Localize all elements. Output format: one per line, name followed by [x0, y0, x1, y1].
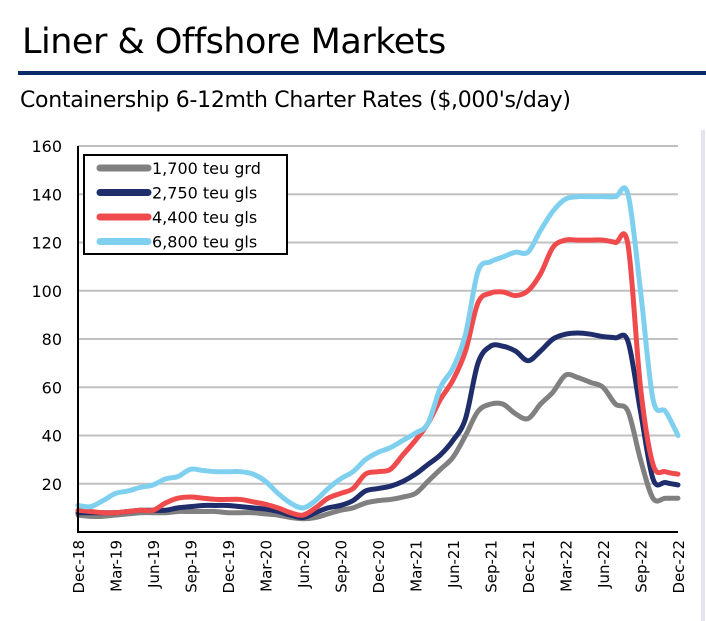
slide-edge	[701, 130, 705, 621]
x-tick-label: Mar-21	[408, 540, 426, 592]
y-tick-label: 20	[42, 475, 62, 494]
y-tick-label: 60	[42, 378, 62, 397]
x-tick-label: Jun-19	[145, 540, 163, 589]
x-tick-label: Dec-18	[70, 540, 88, 594]
x-tick-label: Sep-19	[183, 540, 201, 593]
series-line-3	[75, 185, 681, 511]
x-tick-label: Jun-21	[445, 540, 463, 589]
chart-title: Containership 6-12mth Charter Rates ($,0…	[20, 88, 571, 113]
series-line-2	[75, 231, 681, 518]
x-tick-label: Jun-22	[595, 540, 613, 589]
legend-label: 2,750 teu gls	[152, 184, 257, 203]
x-tick-label: Mar-19	[108, 540, 126, 592]
legend-label: 1,700 teu grd	[152, 159, 261, 178]
series-line-0	[75, 371, 681, 522]
legend-label: 6,800 teu gls	[152, 233, 257, 252]
x-tick-label: Sep-20	[333, 540, 351, 593]
x-tick-label: Sep-22	[633, 540, 651, 593]
series-line-1	[75, 330, 681, 521]
x-tick-label: Dec-21	[520, 540, 538, 594]
y-tick-label: 40	[42, 427, 62, 446]
y-tick-label: 80	[42, 330, 62, 349]
page-title: Liner & Offshore Markets	[22, 22, 446, 62]
x-tick-label: Mar-22	[558, 540, 576, 592]
y-tick-label: 140	[31, 185, 62, 204]
y-tick-label: 120	[31, 234, 62, 253]
x-tick-label: Sep-21	[483, 540, 501, 593]
title-divider	[18, 71, 706, 75]
y-tick-label: 100	[31, 282, 62, 301]
x-tick-label: Dec-20	[370, 540, 388, 594]
y-tick-label: 160	[31, 137, 62, 156]
x-tick-label: Mar-20	[258, 540, 276, 592]
legend-label: 4,400 teu gls	[152, 208, 257, 227]
x-tick-label: Jun-20	[295, 540, 313, 589]
x-tick-label: Dec-22	[670, 540, 688, 594]
x-tick-label: Dec-19	[220, 540, 238, 594]
